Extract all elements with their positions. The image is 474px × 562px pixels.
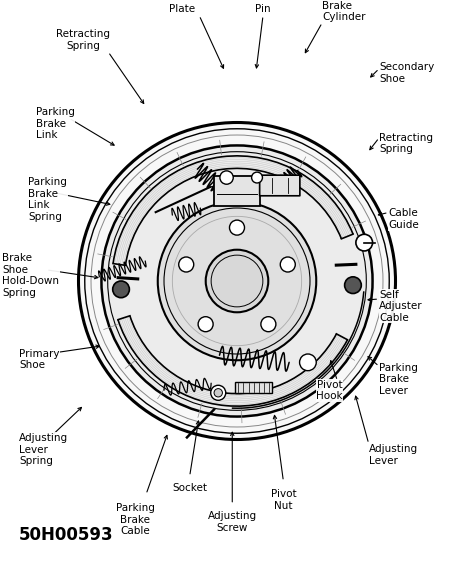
Circle shape [345, 277, 361, 293]
Text: 50H00593: 50H00593 [19, 526, 114, 544]
Text: Parking
Brake
Cable: Parking Brake Cable [116, 503, 155, 536]
Circle shape [356, 234, 373, 251]
Circle shape [211, 386, 226, 400]
Text: Adjusting
Screw: Adjusting Screw [208, 511, 257, 533]
Text: Anchor Pin
Plate: Anchor Pin Plate [155, 0, 210, 14]
Text: Primary
Shoe: Primary Shoe [19, 349, 59, 370]
FancyBboxPatch shape [260, 175, 300, 196]
Circle shape [198, 316, 213, 332]
Circle shape [261, 316, 276, 332]
Circle shape [79, 123, 395, 439]
Bar [235, 382, 273, 393]
Text: Parking
Brake
Lever: Parking Brake Lever [379, 362, 418, 396]
Circle shape [220, 171, 233, 184]
Text: Adjusting
Lever: Adjusting Lever [369, 445, 418, 466]
Circle shape [179, 257, 194, 272]
Circle shape [113, 281, 129, 298]
Circle shape [206, 250, 268, 312]
Text: Adjusting
Lever
Spring: Adjusting Lever Spring [19, 433, 68, 466]
Circle shape [300, 354, 316, 371]
Text: Parking
Brake
Link
Spring: Parking Brake Link Spring [28, 177, 67, 222]
Text: Cable
Guide: Cable Guide [389, 209, 419, 230]
Circle shape [214, 388, 222, 397]
Text: Parking
Brake
Link: Parking Brake Link [36, 107, 74, 140]
Circle shape [229, 220, 245, 235]
Circle shape [101, 146, 373, 416]
Circle shape [280, 257, 295, 272]
Text: Pivot
Nut: Pivot Nut [271, 489, 296, 510]
Text: Socket: Socket [172, 483, 207, 493]
Text: Pivot
Hook: Pivot Hook [316, 380, 343, 401]
Circle shape [158, 202, 316, 360]
Text: Secondary
Shoe: Secondary Shoe [379, 62, 435, 84]
Text: Retracting
Spring: Retracting Spring [379, 133, 433, 154]
Text: Brake
Shoe
Hold-Down
Spring: Brake Shoe Hold-Down Spring [2, 253, 59, 298]
Text: Self
Adjuster
Cable: Self Adjuster Cable [379, 289, 423, 323]
Text: Retracting
Spring: Retracting Spring [56, 29, 110, 51]
Bar [214, 176, 260, 206]
Text: Anchor
Pin: Anchor Pin [245, 0, 282, 14]
Text: Brake
Cylinder: Brake Cylinder [322, 1, 366, 22]
Circle shape [252, 172, 263, 183]
